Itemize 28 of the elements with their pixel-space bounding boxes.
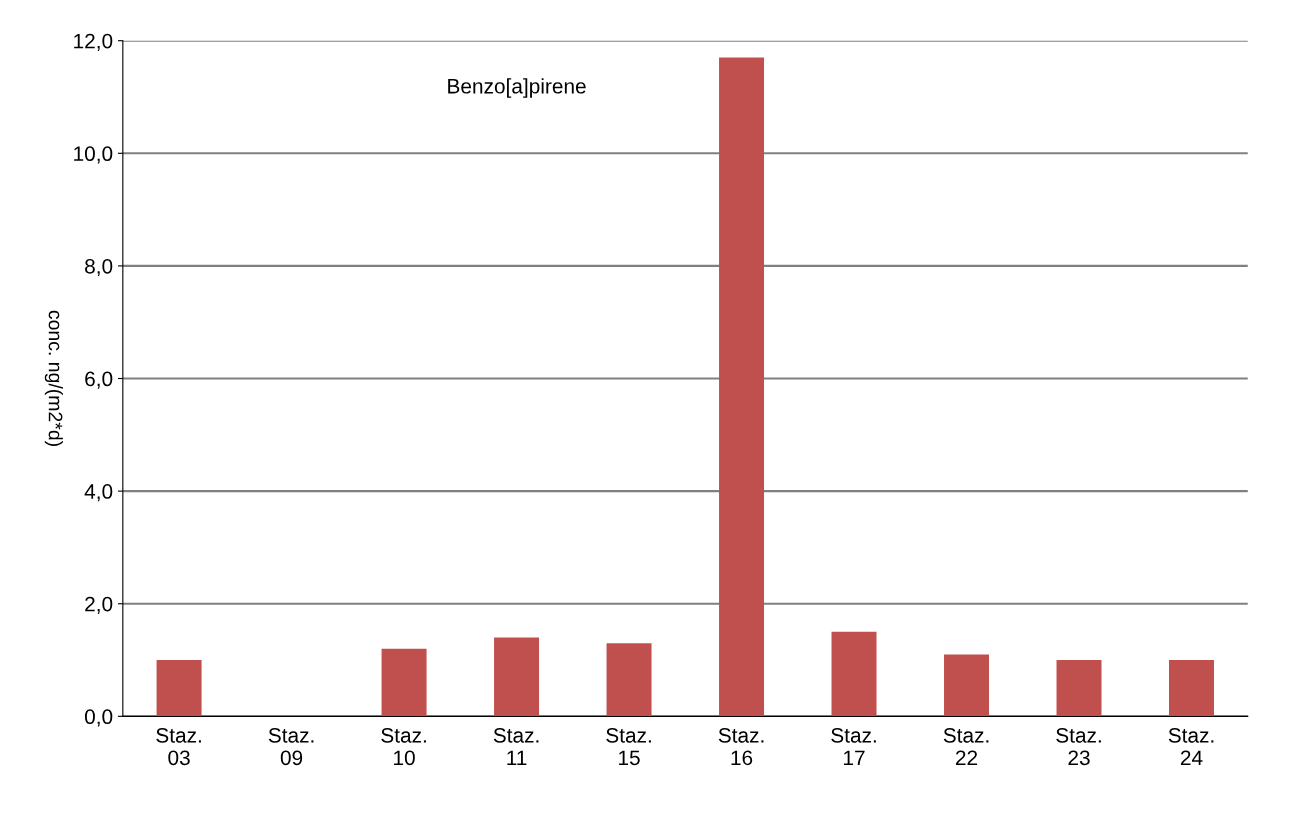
y-tick-label: 4,0 — [84, 484, 113, 502]
y-axis-title: conc. ng/(m2*d) — [44, 310, 63, 446]
y-tick-label: 8,0 — [85, 258, 113, 277]
x-tick-label: Staz. 24 — [1168, 727, 1214, 765]
x-tick-label: Staz. 03 — [156, 727, 201, 766]
x-tick-label: Staz. 10 — [381, 727, 426, 766]
y-tick-label: 6,0 — [85, 371, 113, 389]
bar — [606, 643, 652, 717]
x-tick-label: Staz. 16 — [718, 727, 764, 766]
x-tick-label: Staz. 11 — [493, 727, 539, 765]
bar — [831, 631, 877, 717]
x-tick-label: Staz. 09 — [268, 727, 314, 766]
y-tick-label: 10,0 — [74, 146, 113, 164]
bar — [944, 654, 990, 717]
bar — [719, 57, 765, 717]
y-tick-label: 2,0 — [85, 596, 113, 614]
x-tick-label: Staz. 17 — [831, 727, 876, 765]
bar — [156, 660, 202, 717]
bar — [1169, 660, 1214, 717]
bar — [494, 637, 540, 717]
y-tick-label: 12,0 — [74, 33, 113, 51]
text: Benzo[a]pirene — [448, 78, 586, 98]
bar — [381, 648, 427, 717]
x-tick-label: Staz. 22 — [943, 727, 989, 765]
x-tick-label: Staz. 23 — [1056, 727, 1101, 766]
y-tick-label: 0,0 — [84, 709, 113, 727]
bar — [1056, 660, 1102, 717]
x-tick-label: Staz. 15 — [606, 727, 651, 766]
